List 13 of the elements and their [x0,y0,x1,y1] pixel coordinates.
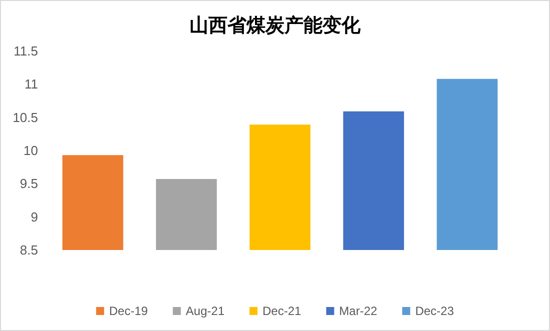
legend-label: Aug-21 [186,304,225,318]
legend-label: Dec-21 [262,304,302,318]
legend-label: Mar-22 [339,304,378,318]
y-tick-label: 9.5 [20,176,38,192]
y-tick-label: 10.5 [12,110,38,125]
y-tick-label: 11 [24,76,38,92]
chart-title: 山西省煤炭产能变化 [190,14,362,36]
legend-label: Dec-23 [415,304,454,318]
y-tick-label: 9 [30,209,38,224]
y-tick-label: 8.5 [20,242,38,258]
y-tick-label: 10 [24,143,38,158]
y-tick-label: 11.5 [14,44,38,58]
legend-label: Dec-19 [109,304,148,318]
